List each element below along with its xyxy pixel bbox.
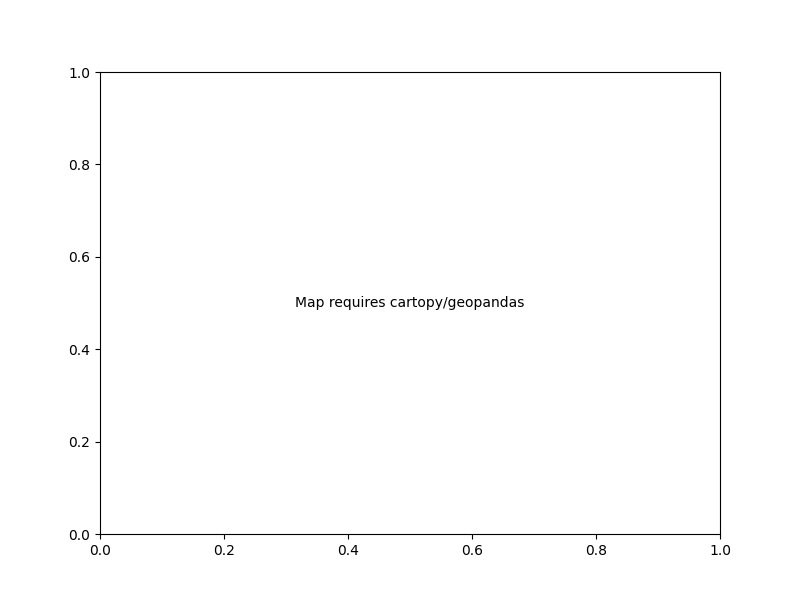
- Text: Map requires cartopy/geopandas: Map requires cartopy/geopandas: [295, 296, 525, 310]
